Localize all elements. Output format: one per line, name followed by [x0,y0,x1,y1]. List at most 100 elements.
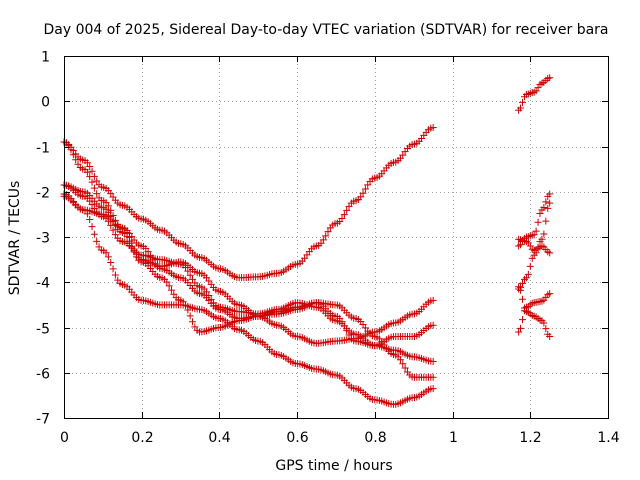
data-point [429,385,437,393]
data-point [109,226,117,234]
x-tick-label: 0 [60,430,69,446]
data-point [546,333,554,341]
data-point [93,237,101,245]
series-sat-12 [515,283,554,341]
data-point [165,282,173,290]
y-tick-label: -1 [36,141,50,157]
x-tick-label: 0.6 [286,430,308,446]
data-point [186,312,194,320]
data-point [517,104,525,112]
data-point [104,208,112,216]
data-point [102,249,110,257]
data-point [515,328,523,336]
data-point [88,178,96,186]
y-tick-label: 1 [41,50,50,66]
data-point [90,184,98,192]
data-point [104,253,112,261]
x-tick-label: 1.4 [597,430,619,446]
data-point [322,232,330,240]
data-point [546,74,554,82]
data-point [90,204,98,212]
data-point [130,248,138,256]
data-point [111,271,119,279]
data-point [88,167,96,175]
data-point [524,308,532,316]
data-point [546,190,554,198]
data-point [532,249,540,257]
y-tick-label: -6 [36,367,50,383]
y-tick-label: -5 [36,322,50,338]
data-point [86,162,94,170]
data-point [526,262,534,270]
data-point [519,316,527,324]
data-point [524,233,532,241]
data-point [396,356,404,364]
data-point [205,292,213,300]
data-point [542,325,550,333]
data-point [109,217,117,225]
y-tick-label: -4 [36,276,50,292]
data-point [93,177,101,185]
data-point [163,278,171,286]
data-point [542,217,550,225]
data-point [359,189,367,197]
data-point [526,242,534,250]
x-tick-label: 1.2 [519,430,541,446]
series-sat-6 [60,181,437,381]
data-point [520,275,528,283]
data-point [429,123,437,131]
data-point [519,279,527,287]
data-point [107,259,115,267]
data-point [522,238,530,246]
data-point [203,288,211,296]
data-point [540,230,548,238]
data-point [534,84,542,92]
y-tick-label: -3 [36,231,50,247]
data-point [319,236,327,244]
y-axis-label: SDTVAR / TECUs [7,181,23,296]
data-point [538,297,546,305]
data-point [522,274,530,282]
data-point [536,209,544,217]
data-point [515,242,523,250]
data-point [361,185,369,193]
data-point [86,173,94,181]
series-sat-8 [515,190,554,250]
data-point [125,237,133,245]
data-point [536,316,544,324]
series-sat-7 [515,74,554,114]
data-point [83,168,91,176]
data-point [90,230,98,238]
data-point [546,199,554,207]
data-point [184,306,192,314]
grid [64,56,608,418]
data-point [83,159,91,167]
data-point [542,198,550,206]
data-point [401,364,409,372]
data-point [340,211,348,219]
data-point [72,156,80,164]
data-point [534,218,542,226]
data-point [88,223,96,231]
data-point [65,142,73,150]
x-tick-label: 0.2 [131,430,153,446]
data-point [191,323,199,331]
chart-title: Day 004 of 2025, Sidereal Day-to-day VTE… [43,22,608,38]
data-point [528,254,536,262]
data-point [546,290,554,298]
data-points [60,74,554,408]
data-point [530,231,538,239]
data-point [429,296,437,304]
data-point [399,360,407,368]
data-point [429,373,437,381]
data-point [528,299,536,307]
data-point [184,267,192,275]
x-tick-label: 1 [449,430,458,446]
axis-ticks: 0 0.2 0.4 0.6 0.8 1 1.2 1.4 -7 -6 -5 -4 -3 -2 -1 0 1 [36,50,620,447]
x-axis-label: GPS time / hours [275,458,392,474]
data-point [544,204,552,212]
x-tick-label: 0.4 [208,430,230,446]
data-point [181,301,189,309]
data-point [538,235,546,243]
